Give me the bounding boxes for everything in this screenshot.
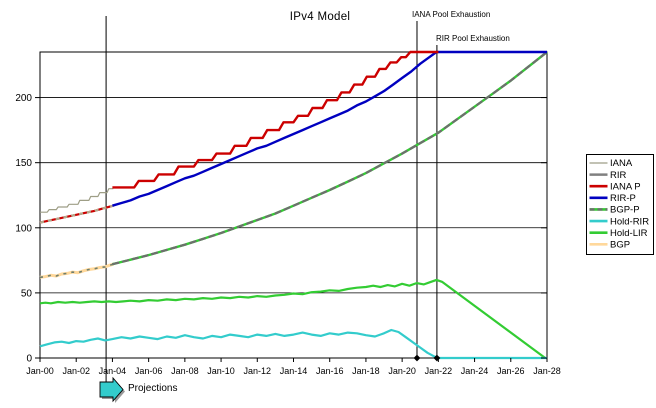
series-bgp-p: [112, 51, 548, 266]
legend-label: RIR-P: [610, 193, 636, 204]
legend-label: BGP-P: [610, 205, 640, 216]
legend-entry: BGP-P: [589, 205, 640, 216]
x-tick-label: Jan-10: [207, 366, 235, 376]
series-rir: [39, 204, 114, 224]
exhaustion-markers: [413, 354, 441, 362]
exhaustion-marker: [433, 354, 441, 362]
axis-ticks-and-labels: Jan-00 Jan-02 Jan-04 Jan-06 Jan-08 Jan-10 Jan-…: [15, 93, 560, 376]
x-tick-label: Jan-02: [62, 366, 90, 376]
x-tick-label: Jan-14: [280, 366, 308, 376]
y-tick-label: 50: [21, 288, 33, 299]
x-tick-label: Jan-08: [171, 366, 199, 376]
annotation-rir-pool-exhaustion: RIR Pool Exhaustion: [436, 34, 510, 43]
legend-entry: IANA: [589, 158, 633, 169]
series-hold-rir: [39, 328, 547, 360]
series-lines: [39, 50, 548, 360]
y-tick-label: 100: [15, 223, 32, 234]
annotation-iana-pool-exhaustion: IANA Pool Exhaustion: [412, 10, 491, 19]
x-tick-label: Jan-00: [26, 366, 54, 376]
legend-label: BGP: [610, 239, 630, 250]
series-rir-p: [112, 50, 547, 207]
legend-label: Hold-LIR: [610, 228, 648, 239]
x-tick-label: Jan-20: [388, 366, 416, 376]
legend-entry: BGP: [589, 239, 630, 250]
y-tick-label: 0: [26, 354, 32, 365]
legend-entry: Hold-LIR: [589, 228, 648, 239]
series-bgp-p-overlay: [112, 51, 548, 266]
y-tick-label: 200: [15, 93, 32, 104]
legend-label: Hold-RIR: [610, 216, 649, 227]
projections-arrow-icon: [99, 376, 125, 403]
x-tick-label: Jan-28: [533, 366, 561, 376]
legend-label: IANA: [610, 158, 633, 169]
x-tick-label: Jan-18: [352, 366, 380, 376]
x-tick-label: Jan-12: [244, 366, 272, 376]
chart-title: IPv4 Model: [289, 11, 351, 23]
annotation-projections: Projections: [128, 383, 178, 394]
legend-entry: RIR: [589, 170, 627, 181]
x-tick-label: Jan-26: [497, 366, 525, 376]
series-bgp-overlay: [39, 263, 114, 279]
x-tick-label: Jan-16: [316, 366, 344, 376]
exhaustion-marker: [413, 354, 421, 362]
legend-entry: RIR-P: [589, 193, 636, 204]
legend-entry: IANA P: [589, 181, 641, 192]
x-tick-label: Jan-06: [135, 366, 163, 376]
legend-box: [586, 154, 654, 255]
projections-arrow: [99, 376, 124, 403]
series-hold-lir: [39, 278, 546, 359]
legend-entry: Hold-RIR: [589, 216, 649, 227]
series-bgp: [39, 262, 114, 279]
y-tick-label: 150: [15, 158, 32, 169]
annotation-lines: [105, 16, 438, 399]
x-tick-label: Jan-22: [425, 366, 453, 376]
series-iana: [40, 188, 114, 213]
legend-label: IANA P: [610, 181, 641, 192]
series-iana-p: [112, 50, 439, 189]
x-tick-label: Jan-24: [461, 366, 489, 376]
legend-label: RIR: [610, 170, 627, 181]
x-tick-label: Jan-04: [99, 366, 127, 376]
